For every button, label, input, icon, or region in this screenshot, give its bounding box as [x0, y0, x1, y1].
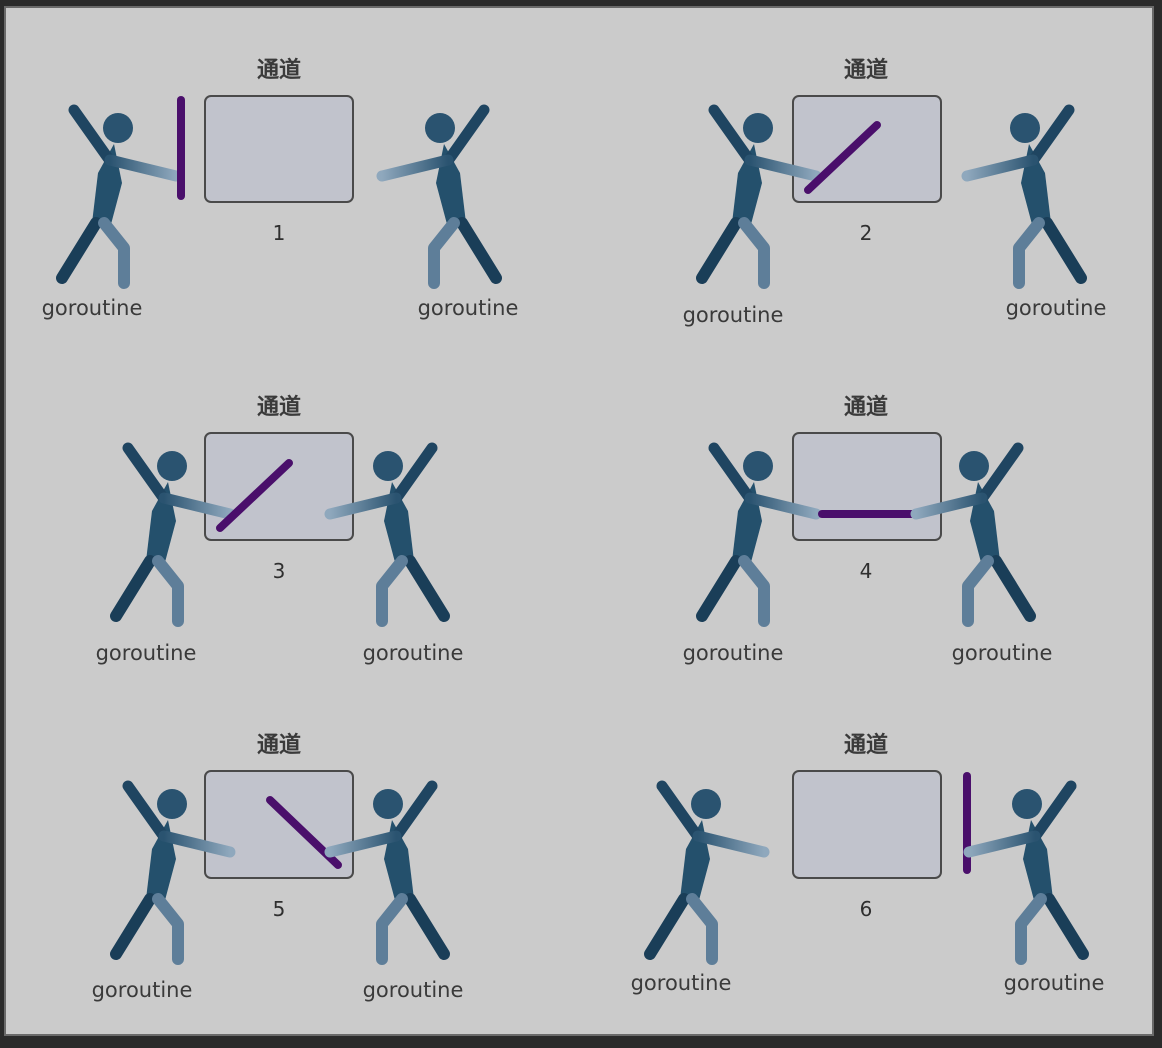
goroutine-label-left: goroutine: [96, 641, 197, 665]
goroutine-label-right: goroutine: [363, 641, 464, 665]
goroutine-label-right: goroutine: [1006, 296, 1107, 320]
goroutine-label-right: goroutine: [418, 296, 519, 320]
diagram-canvas: [4, 6, 1154, 1036]
channel-box-icon: [792, 95, 942, 203]
goroutine-label-right: goroutine: [1004, 971, 1105, 995]
channel-box-icon: [204, 95, 354, 203]
panel-number: 1: [273, 221, 286, 245]
goroutine-label-left: goroutine: [92, 978, 193, 1002]
panel-number: 4: [860, 559, 873, 583]
panel-1: 通道 1 goroutine goroutine: [42, 57, 519, 320]
panel-number: 6: [860, 897, 873, 921]
panel-3: 通道 3 goroutine goroutine: [96, 394, 464, 665]
panel-number: 2: [860, 221, 873, 245]
goroutine-label-left: goroutine: [683, 641, 784, 665]
goroutine-label-right: goroutine: [952, 641, 1053, 665]
channel-title: 通道: [844, 57, 888, 83]
channel-box-icon: [204, 432, 354, 541]
goroutine-label-right: goroutine: [363, 978, 464, 1002]
stick-baton-icon: [216, 459, 293, 532]
panel-4: 通道 4 goroutine goroutine: [683, 394, 1053, 665]
channel-title: 通道: [257, 394, 301, 420]
channel-box-icon: [792, 432, 942, 541]
channel-box-icon: [792, 770, 942, 879]
goroutine-label-left: goroutine: [683, 303, 784, 327]
channel-title: 通道: [844, 394, 888, 420]
panel-6: 通道 6 goroutine goroutine: [631, 732, 1105, 995]
channel-title: 通道: [844, 732, 888, 758]
panel-number: 3: [273, 559, 286, 583]
goroutine-label-left: goroutine: [42, 296, 143, 320]
panel-number: 5: [273, 897, 286, 921]
panel-2: 通道 2 goroutine goroutine: [683, 57, 1107, 327]
channel-title: 通道: [257, 732, 301, 758]
stick-baton-icon: [804, 121, 881, 194]
goroutine-label-left: goroutine: [631, 971, 732, 995]
channel-title: 通道: [257, 57, 301, 83]
panel-5: 通道 5 goroutine goroutine: [92, 732, 464, 1002]
channel-box-icon: [204, 770, 354, 879]
